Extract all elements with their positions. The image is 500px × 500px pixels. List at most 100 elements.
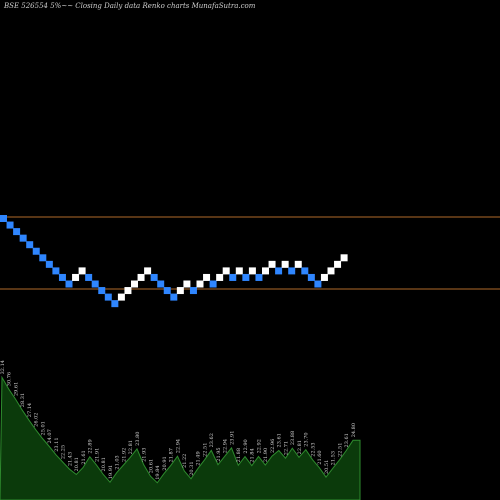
renko-brick-up [222,267,230,275]
volume-label: 24.07 [47,429,53,443]
volume-label: 22.94 [176,439,182,453]
renko-brick-down [65,280,73,288]
renko-brick-up [203,273,211,281]
volume-label: 23.80 [135,432,141,446]
renko-bricks [0,215,348,308]
renko-brick-up [340,254,348,262]
volume-label: 21.84 [250,448,256,462]
renko-brick-down [52,267,60,275]
volume-label: 22.90 [243,439,249,453]
volume-label: 23.70 [304,432,310,446]
renko-brick-up [334,260,342,268]
volume-label: 20.51 [324,460,330,474]
renko-brick-down [32,247,40,255]
volume-label: 21.95 [216,447,222,461]
renko-brick-up [262,267,269,275]
renko-brick-down [314,280,322,288]
renko-brick-up [176,287,184,295]
volume-label: 24.80 [351,423,357,437]
volume-label: 23.91 [230,431,236,445]
volume-label: 21.91 [95,448,101,462]
renko-brick-down [13,228,21,236]
volume-label: 23.11 [54,437,60,451]
volume-label: 22.51 [203,443,209,457]
volume-label: 22.94 [223,439,229,453]
renko-brick-up [117,293,125,301]
volume-label: 23.61 [277,433,283,447]
renko-brick-down [6,221,14,229]
renko-brick-down [229,273,237,281]
volume-label: 21.03 [115,455,121,469]
renko-brick-down [39,254,47,262]
volume-area-path [0,375,361,500]
renko-brick-up [137,273,145,281]
renko-brick-down [0,215,7,222]
renko-brick-down [242,273,250,281]
renko-brick-up [235,267,243,275]
volume-label: 23.61 [344,433,350,447]
renko-brick-down [288,267,296,275]
renko-brick-down [26,241,34,249]
volume-label: 30.76 [7,372,13,386]
renko-brick-up [320,273,328,281]
volume-label: 32.14 [0,360,6,374]
renko-brick-up [196,280,204,288]
renko-brick-up [144,267,152,275]
renko-brick-down [189,287,197,295]
renko-brick-down [275,267,283,275]
volume-label: 20.81 [74,457,80,471]
renko-brick-down [19,234,27,242]
renko-brick-up [268,260,276,268]
renko-brick-down [307,273,315,281]
renko-brick-up [72,273,80,281]
volume-label: 21.43 [68,452,74,466]
volume-label: 22.89 [88,439,94,453]
renko-brick-up [216,273,224,281]
volume-label: 22.25 [61,445,67,459]
volume-label: 21.60 [317,450,323,464]
volume-label: 21.49 [196,451,202,465]
renko-brick-down [301,267,309,275]
volume-label: 22.96 [270,439,276,453]
chart-title: BSE 526554 5%~~ Closing Daily data Renko… [4,2,256,10]
renko-brick-up [183,280,191,288]
renko-brick-down [209,280,217,288]
renko-brick-up [124,287,132,295]
renko-brick-down [157,280,165,288]
renko-brick-up [131,280,138,288]
renko-brick-down [170,293,178,301]
renko-brick-up [248,267,256,275]
renko-brick-down [85,273,93,281]
renko-brick-up [327,267,335,275]
volume-label: 23.62 [209,433,215,447]
volume-label: 22.53 [311,442,317,456]
volume-label: 20.81 [101,457,107,471]
volume-label: 22.51 [338,443,344,457]
renko-brick-down [163,287,171,295]
volume-label: 21.90 [263,448,269,462]
volume-label: 21.88 [236,448,242,462]
volume-label: 21.87 [169,448,175,462]
renko-brick-up [78,267,86,275]
renko-brick-down [98,287,106,295]
renko-brick-down [255,273,263,281]
renko-brick-up [281,260,289,268]
volume-label: 21.92 [122,448,128,462]
renko-brick-down [91,280,99,288]
volume-label: 28.31 [20,393,26,407]
volume-label: 27.14 [27,403,33,417]
volume-label: 21.61 [81,450,87,464]
volume-label: 25.01 [41,421,47,435]
renko-brick-down [150,273,158,281]
volume-label: 20.31 [189,461,195,475]
volume-label: 19.91 [108,465,114,479]
renko-brick-down [58,273,66,281]
volume-label: 22.81 [128,440,134,454]
volume-label: 29.61 [14,382,20,396]
volume-label: 21.53 [331,451,337,465]
volume-area [0,375,361,500]
renko-brick-down [45,260,53,268]
volume-label: 22.81 [297,440,303,454]
volume-label: 22.71 [284,441,290,455]
